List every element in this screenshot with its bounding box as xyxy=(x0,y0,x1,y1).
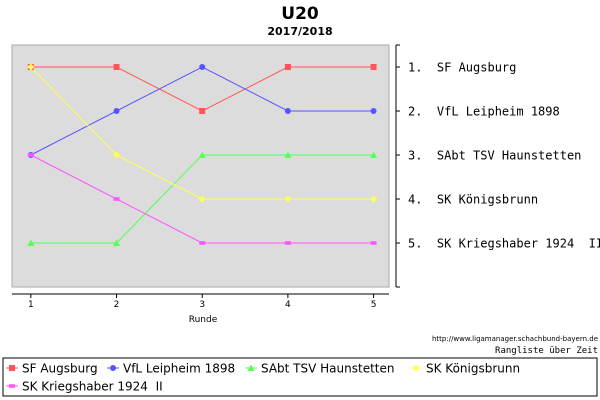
legend-label: SF Augsburg xyxy=(22,362,98,376)
source-url: http://www.ligamanager.schachbund-bayern… xyxy=(432,335,598,343)
data-point xyxy=(370,64,377,70)
legend-items: SF Augsburg VfL Leipheim 1898 SAbt TSV Hau… xyxy=(6,362,520,394)
legend-item: SK Königsbrunn xyxy=(410,362,520,376)
data-point xyxy=(370,241,377,245)
x-tick-label: 5 xyxy=(371,300,377,310)
rank-label: 5. SK Kriegshaber 1924 II xyxy=(408,237,600,251)
rank-label: 4. SK Königsbrunn xyxy=(408,193,538,207)
legend-item: SF Augsburg xyxy=(6,362,98,376)
data-point xyxy=(284,241,291,245)
legend-item: VfL Leipheim 1898 xyxy=(107,362,235,376)
legend xyxy=(2,357,598,397)
data-point xyxy=(198,195,206,203)
data-point xyxy=(198,151,206,158)
legend-label: VfL Leipheim 1898 xyxy=(123,362,235,376)
chart-caption: Rangliste über Zeit xyxy=(495,346,598,356)
data-point xyxy=(370,195,378,203)
x-axis-label: Runde xyxy=(189,315,218,325)
legend-label: SK Kriegshaber 1924 II xyxy=(22,380,163,394)
data-point xyxy=(113,64,120,70)
data-point xyxy=(284,195,292,203)
legend-label: SAbt TSV Haunstetten xyxy=(261,362,394,376)
rank-label: 3. SAbt TSV Haunstetten xyxy=(408,149,581,163)
data-point xyxy=(113,151,121,159)
data-point xyxy=(199,241,206,245)
rank-label: 1. SF Augsburg xyxy=(408,61,516,75)
legend-swatch-marker xyxy=(110,365,116,371)
rank-label: 2. VfL Leipheim 1898 xyxy=(408,105,560,119)
legend-swatch-marker xyxy=(9,384,15,388)
x-tick-label: 4 xyxy=(285,300,291,310)
data-point xyxy=(284,64,291,70)
series-markers xyxy=(27,63,378,246)
legend-item: SAbt TSV Haunstetten xyxy=(245,362,394,376)
legend-item: SK Kriegshaber 1924 II xyxy=(6,380,163,394)
x-tick-label: 2 xyxy=(114,300,120,310)
rank-axis: 1. SF Augsburg 2. VfL Leipheim 1898 3. SAb… xyxy=(395,44,600,288)
data-point xyxy=(199,108,206,114)
x-tick-label: 3 xyxy=(199,300,205,310)
data-point xyxy=(370,108,377,114)
data-point xyxy=(113,197,120,201)
data-point xyxy=(370,151,378,158)
data-point xyxy=(27,63,35,71)
data-point xyxy=(199,64,206,70)
data-point xyxy=(284,108,291,114)
data-point xyxy=(284,151,292,158)
x-tick-label: 1 xyxy=(28,300,34,310)
legend-swatch-marker xyxy=(247,364,255,371)
legend-swatch-marker xyxy=(412,364,420,372)
chart-title: U20 xyxy=(281,4,319,24)
chart-subtitle: 2017/2018 xyxy=(267,25,332,38)
legend-swatch-marker xyxy=(9,365,15,371)
data-point xyxy=(113,108,120,114)
data-point xyxy=(27,239,35,246)
data-point xyxy=(113,239,121,246)
legend-label: SK Königsbrunn xyxy=(426,362,520,376)
plot-area xyxy=(11,44,390,288)
data-point xyxy=(27,153,34,157)
x-axis: 1 2 3 4 5 xyxy=(12,293,389,310)
